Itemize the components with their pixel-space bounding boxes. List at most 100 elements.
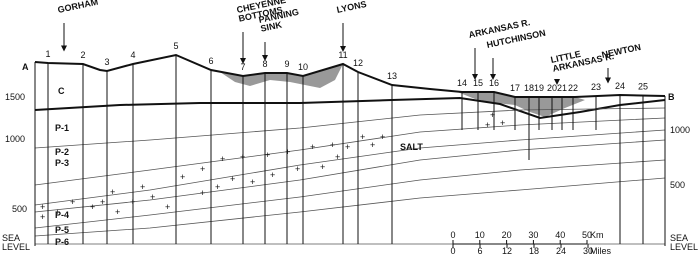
well-number: 10 [298, 62, 308, 72]
cross: + [200, 188, 205, 198]
left-axis-label: 500 [12, 204, 27, 214]
cross: + [55, 207, 60, 217]
cross: + [230, 174, 235, 184]
cross: + [215, 182, 220, 192]
unit-label: P-6 [55, 237, 69, 247]
right-axis-label: SEA [670, 233, 688, 243]
well-number: 21 [557, 83, 567, 93]
unit-label: P-2 [55, 147, 69, 157]
cross: + [110, 187, 115, 197]
well-number: 16 [489, 78, 499, 88]
place-label: GORHAM [57, 0, 99, 15]
cross: + [335, 152, 340, 162]
unit-label: P-1 [55, 123, 69, 133]
well-number: 19 [534, 83, 544, 93]
scale-miles: 24 [556, 246, 566, 256]
scale-miles: 18 [529, 246, 539, 256]
scale-km-unit: Km [590, 230, 604, 240]
left-axis-label: 1500 [5, 92, 25, 102]
left-axis-label: 1000 [5, 134, 25, 144]
arrow-head [490, 74, 496, 80]
right-axis-label: LEVEL [670, 242, 698, 252]
well-number: 15 [473, 78, 483, 88]
well-number: 12 [353, 58, 363, 68]
well-number: 20 [547, 83, 557, 93]
left-axis-label: SEA [2, 233, 20, 243]
cross: + [270, 170, 275, 180]
cross: + [285, 147, 290, 157]
cross: + [360, 132, 365, 142]
cross: + [220, 154, 225, 164]
arrow-head [262, 55, 268, 61]
well-number: 18 [524, 83, 534, 93]
scale-km: 20 [502, 230, 512, 240]
cross: + [330, 140, 335, 150]
well-number: 7 [240, 62, 245, 72]
scale-miles: 0 [450, 246, 455, 256]
scale-miles: 30 [583, 246, 593, 256]
scale-km: 30 [528, 230, 538, 240]
c-base [34, 96, 666, 120]
cross: + [380, 132, 385, 142]
cross: + [165, 202, 170, 212]
left-axis-label: LEVEL [2, 242, 30, 252]
well-number: 9 [284, 59, 289, 69]
well-number: 8 [262, 59, 267, 69]
scale-km: 10 [475, 230, 485, 240]
well-number: 23 [591, 82, 601, 92]
cross: + [200, 164, 205, 174]
well-number: 24 [615, 81, 625, 91]
cross: + [345, 142, 350, 152]
cross: + [265, 150, 270, 160]
well-number: 1 [45, 49, 50, 59]
section-start: A [22, 62, 29, 72]
cross: + [490, 110, 495, 120]
well-number: 13 [387, 71, 397, 81]
unit-label: SALT [400, 142, 423, 152]
cross: + [370, 140, 375, 150]
cross: + [295, 164, 300, 174]
cross: + [310, 142, 315, 152]
cross: + [180, 172, 185, 182]
arrow-head [554, 79, 560, 85]
cross: + [40, 202, 45, 212]
arrow-head [472, 74, 478, 80]
well-number: 17 [510, 83, 520, 93]
well-number: 4 [130, 50, 135, 60]
place-label: LYONS [336, 0, 368, 15]
arrow-head [240, 58, 246, 64]
cross: + [115, 207, 120, 217]
right-axis-label: 500 [670, 180, 685, 190]
well-number: 14 [457, 78, 467, 88]
cross: + [485, 120, 490, 130]
cross: + [250, 177, 255, 187]
scale-miles-unit: Miles [590, 246, 612, 256]
scale-km: 50 [582, 230, 592, 240]
cross: + [140, 182, 145, 192]
unit-label: P-3 [55, 158, 69, 168]
river-deposit [455, 91, 585, 117]
well-number: 6 [208, 56, 213, 66]
cross: + [90, 202, 95, 212]
scale-km: 40 [555, 230, 565, 240]
cross: + [320, 162, 325, 172]
cross: + [70, 197, 75, 207]
arrow-head [605, 77, 611, 84]
cross: + [100, 197, 105, 207]
arrow-head [340, 46, 346, 52]
place-label: NEWTON [601, 42, 642, 60]
well-number: 2 [80, 50, 85, 60]
unit-label: C [58, 86, 65, 96]
cross: + [150, 192, 155, 202]
well-number: 22 [568, 83, 578, 93]
unit-label: P-5 [55, 225, 69, 235]
scale-miles: 12 [502, 246, 512, 256]
well-number: 5 [173, 41, 178, 51]
cross: + [40, 212, 45, 222]
well-number: 11 [338, 50, 347, 60]
arrow-head [61, 45, 67, 52]
well-number: 25 [638, 82, 648, 92]
section-end: B [668, 92, 675, 102]
scale-miles: 6 [477, 246, 482, 256]
